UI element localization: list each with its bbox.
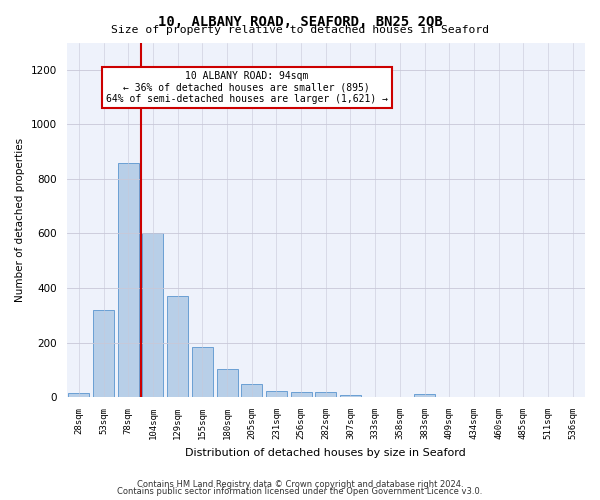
Text: 10, ALBANY ROAD, SEAFORD, BN25 2QB: 10, ALBANY ROAD, SEAFORD, BN25 2QB [158,15,442,29]
Bar [266,391,287,397]
Bar [167,296,188,397]
Bar [414,394,435,397]
Bar [315,392,336,397]
Text: Contains HM Land Registry data © Crown copyright and database right 2024.: Contains HM Land Registry data © Crown c… [137,480,463,489]
Bar [241,384,262,397]
Bar [340,395,361,397]
Bar [290,392,311,397]
Bar [192,346,213,397]
Text: Size of property relative to detached houses in Seaford: Size of property relative to detached ho… [111,25,489,35]
X-axis label: Distribution of detached houses by size in Seaford: Distribution of detached houses by size … [185,448,466,458]
Bar [93,310,114,397]
Text: Contains public sector information licensed under the Open Government Licence v3: Contains public sector information licen… [118,488,482,496]
Bar [68,393,89,397]
Y-axis label: Number of detached properties: Number of detached properties [15,138,25,302]
Bar [217,368,238,397]
Bar [142,234,163,397]
Bar [118,162,139,397]
Text: 10 ALBANY ROAD: 94sqm
← 36% of detached houses are smaller (895)
64% of semi-det: 10 ALBANY ROAD: 94sqm ← 36% of detached … [106,71,388,104]
